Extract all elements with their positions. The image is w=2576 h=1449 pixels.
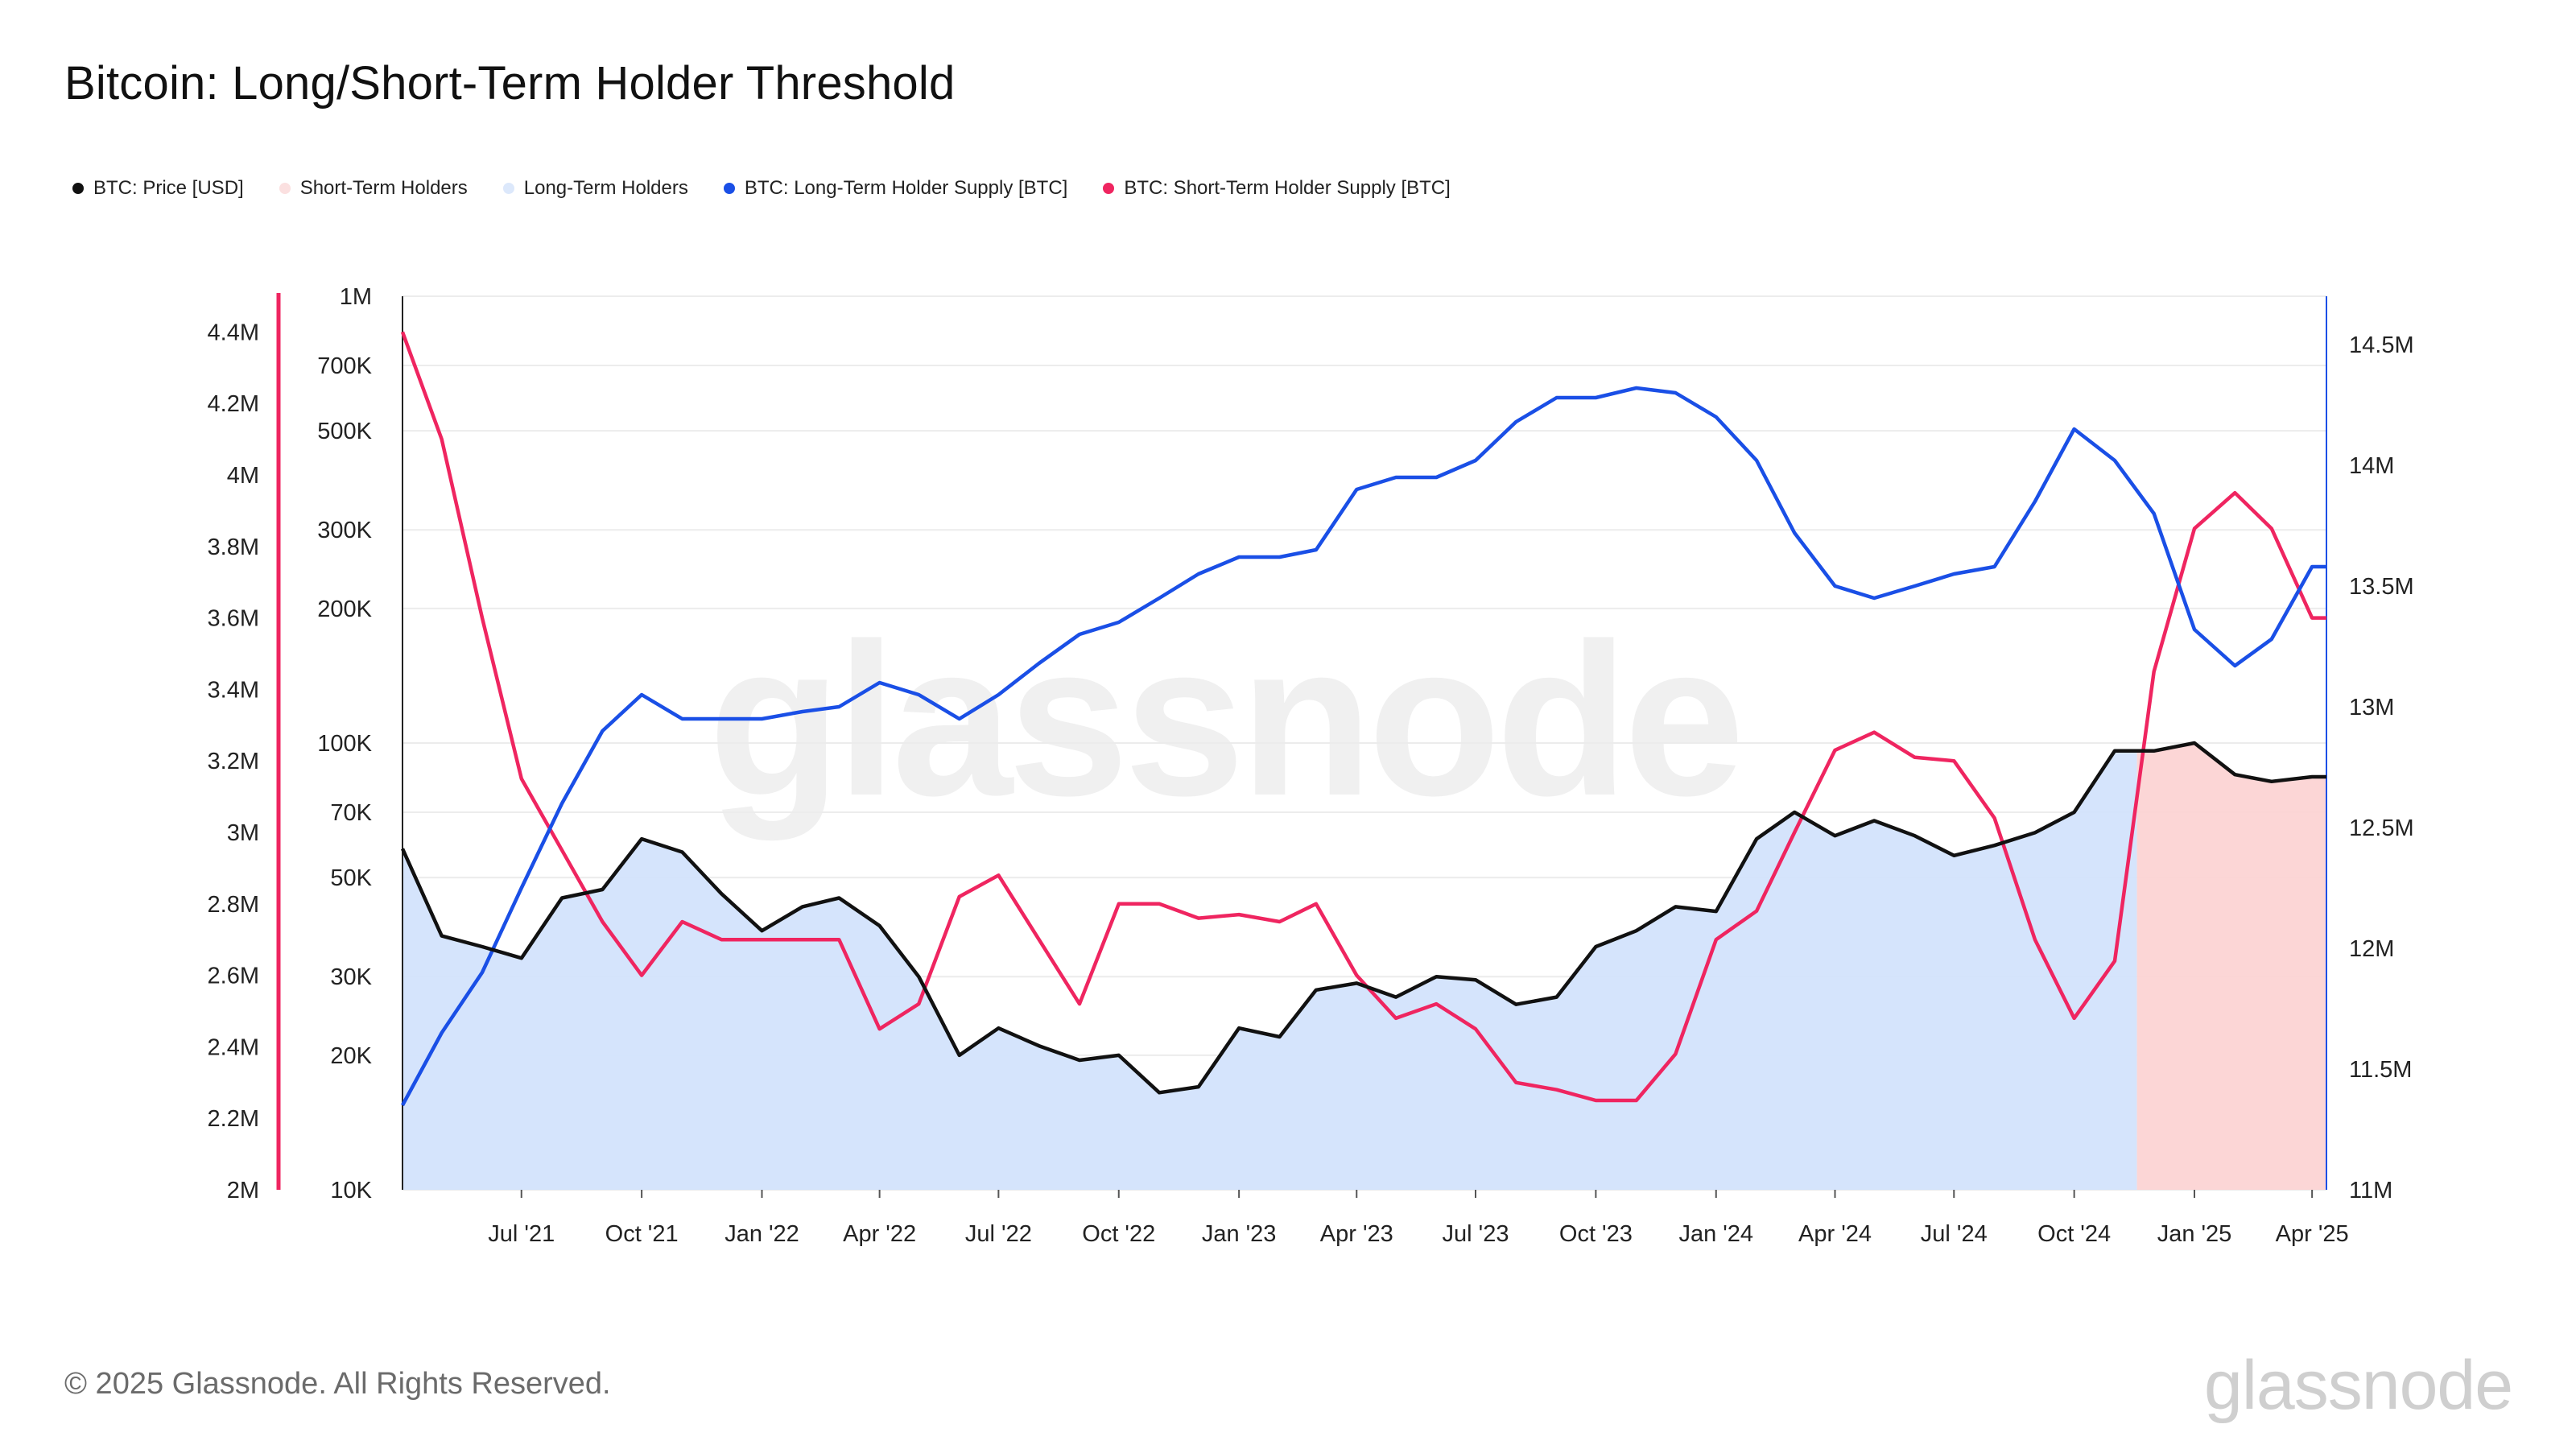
legend-label-sth-region: Short-Term Holders (299, 177, 468, 199)
axes (276, 293, 2327, 1198)
x-tick-label-15: Apr '25 (2276, 1221, 2349, 1247)
price-tick-label-2: 30K (330, 964, 372, 990)
legend-item-lth-region[interactable]: Long-Term Holders (502, 177, 688, 200)
legend-item-sth-region[interactable]: Short-Term Holders (279, 177, 468, 200)
sth-tick-label-5: 3M (227, 820, 259, 846)
price-tick-label-6: 200K (317, 597, 372, 622)
lth-tick-label-7: 14.5M (2349, 332, 2414, 358)
price-tick-label-5: 100K (317, 731, 372, 757)
price-tick-label-10: 1M (340, 284, 372, 310)
sth-tick-label-9: 3.8M (208, 535, 259, 560)
price-tick-label-7: 300K (317, 518, 372, 543)
legend-dot-price (72, 183, 84, 194)
x-tick-label-0: Jul '21 (488, 1221, 555, 1247)
series-line-price (400, 741, 2326, 1095)
lth-tick-label-5: 13.5M (2349, 574, 2414, 600)
lth-tick-label-0: 11M (2349, 1178, 2392, 1203)
x-tick-label-11: Apr '24 (1798, 1221, 1872, 1247)
legend-item-lth-supply[interactable]: BTC: Long-Term Holder Supply [BTC] (723, 177, 1068, 200)
region-area-sth (2136, 743, 2326, 1190)
legend-label-sth-supply: BTC: Short-Term Holder Supply [BTC] (1124, 177, 1451, 199)
series-line-lth-supply (401, 386, 2326, 1107)
x-tick-label-2: Jan '22 (724, 1221, 799, 1247)
x-tick-label-14: Jan '25 (2157, 1221, 2232, 1247)
sth-tick-label-12: 4.4M (208, 320, 259, 345)
sth-tick-label-4: 2.8M (208, 892, 259, 918)
region-area-lth (402, 750, 2137, 1190)
legend-dot-lth-region (502, 183, 514, 194)
brand-logo: glassnode (2204, 1347, 2513, 1424)
x-tick-label-13: Oct '24 (2037, 1221, 2111, 1247)
x-tick-label-7: Apr '23 (1320, 1221, 1393, 1247)
legend-dot-sth-supply (1103, 183, 1115, 194)
legend-item-sth-supply[interactable]: BTC: Short-Term Holder Supply [BTC] (1103, 177, 1451, 200)
series-line-sth-supply (400, 331, 2326, 1103)
sth-tick-label-2: 2.4M (208, 1034, 259, 1060)
x-tick-label-6: Jan '23 (1202, 1221, 1277, 1247)
lth-tick-label-4: 13M (2349, 695, 2394, 720)
legend-dot-lth-supply (723, 183, 735, 194)
x-tick-label-1: Oct '21 (605, 1221, 679, 1247)
price-tick-label-0: 10K (330, 1178, 372, 1203)
sth-tick-label-11: 4.2M (208, 391, 259, 417)
x-tick-label-5: Oct '22 (1082, 1221, 1155, 1247)
copyright-text: © 2025 Glassnode. All Rights Reserved. (64, 1367, 611, 1401)
lth-tick-label-1: 11.5M (2349, 1057, 2412, 1083)
price-tick-label-3: 50K (330, 865, 372, 891)
lth-tick-label-6: 14M (2349, 453, 2394, 479)
price-tick-label-4: 70K (330, 800, 372, 826)
sth-tick-label-7: 3.4M (208, 677, 259, 703)
x-tick-label-12: Jul '24 (1921, 1221, 1988, 1247)
chart-title: Bitcoin: Long/Short-Term Holder Threshol… (64, 57, 956, 109)
price-tick-label-8: 500K (317, 419, 372, 444)
price-tick-label-1: 20K (330, 1043, 372, 1069)
legend-item-price[interactable]: BTC: Price [USD] (72, 177, 244, 200)
tick-labels: Jul '21 Oct '21 Jan '22 Apr '22 Jul '22 Oct '… (208, 284, 2414, 1247)
lth-tick-label-3: 12.5M (2349, 815, 2414, 841)
sth-tick-label-0: 2M (227, 1178, 259, 1203)
x-tick-label-10: Jan '24 (1678, 1221, 1753, 1247)
x-tick-label-8: Jul '23 (1443, 1221, 1509, 1247)
legend-label-price: BTC: Price [USD] (93, 177, 244, 199)
x-tick-label-9: Oct '23 (1559, 1221, 1633, 1247)
legend-label-lth-region: Long-Term Holders (523, 177, 688, 199)
sth-tick-label-1: 2.2M (208, 1106, 259, 1132)
sth-tick-label-10: 4M (227, 463, 259, 489)
x-tick-label-3: Apr '22 (843, 1221, 916, 1247)
legend-label-lth-supply: BTC: Long-Term Holder Supply [BTC] (744, 177, 1068, 199)
legend-dot-sth-region (279, 183, 291, 194)
sth-tick-label-8: 3.6M (208, 606, 259, 632)
sth-tick-label-3: 2.6M (208, 964, 259, 989)
series-lines (400, 331, 2326, 1107)
sth-tick-label-6: 3.2M (208, 749, 259, 774)
holder-regions (402, 743, 2326, 1190)
price-tick-label-9: 700K (317, 353, 372, 379)
lth-tick-label-2: 12M (2349, 936, 2394, 962)
legend: BTC: Price [USD] Short-Term Holders Long… (72, 177, 1451, 200)
x-tick-label-4: Jul '22 (965, 1221, 1032, 1247)
